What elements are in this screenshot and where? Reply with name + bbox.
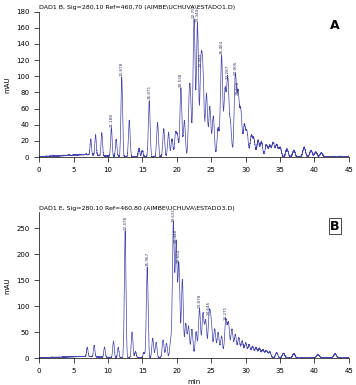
- Text: 11.188: 11.188: [109, 113, 114, 127]
- Text: 20.554: 20.554: [177, 249, 181, 263]
- Text: 22.752: 22.752: [192, 3, 196, 18]
- Text: 27.905: 27.905: [233, 60, 237, 75]
- Text: 15.871: 15.871: [147, 85, 151, 99]
- Text: 26.464: 26.464: [220, 40, 224, 54]
- X-axis label: min: min: [187, 379, 201, 385]
- Text: DAD1 E, Sig=280,10 Ref=460,80 (AIMBE\UCHUVA\ESTADO3.D): DAD1 E, Sig=280,10 Ref=460,80 (AIMBE\UCH…: [39, 206, 235, 211]
- Text: 23.940: 23.940: [199, 52, 203, 67]
- Text: DAD1 B, Sig=280,10 Ref=460,70 (AIMBE\UCHUVA\ESTADO1.D): DAD1 B, Sig=280,10 Ref=460,70 (AIMBE\UCH…: [39, 5, 235, 10]
- Text: 24.645: 24.645: [207, 301, 211, 315]
- Text: 20.448: 20.448: [174, 228, 178, 243]
- Text: 15.967: 15.967: [145, 252, 149, 266]
- Text: 19.631: 19.631: [171, 208, 176, 222]
- Text: 23.878: 23.878: [198, 293, 201, 308]
- Text: 20.538: 20.538: [179, 72, 183, 87]
- Text: 24.271: 24.271: [224, 305, 228, 320]
- Text: 12.478: 12.478: [123, 216, 127, 229]
- Y-axis label: mAU: mAU: [4, 277, 10, 294]
- Y-axis label: mAU: mAU: [4, 76, 10, 93]
- Text: A: A: [330, 19, 340, 32]
- Text: 12.878: 12.878: [120, 62, 124, 76]
- Text: 28.508: 28.508: [236, 80, 240, 95]
- Text: 23.340: 23.340: [195, 8, 199, 22]
- Text: B: B: [330, 220, 340, 233]
- Text: 27.287: 27.287: [226, 64, 230, 79]
